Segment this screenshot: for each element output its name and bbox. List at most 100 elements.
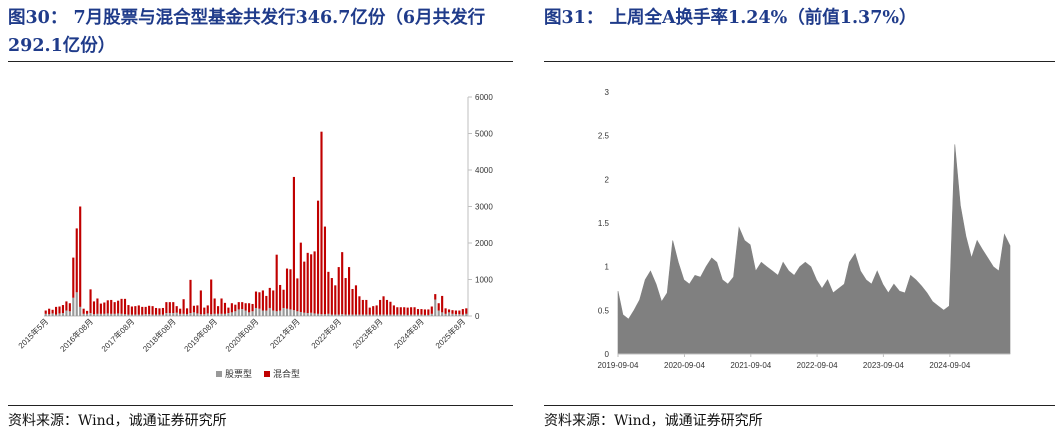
- bar-mixed-fund: [51, 309, 54, 314]
- bar-mixed-fund: [44, 310, 47, 314]
- bar-stock-fund: [372, 314, 375, 316]
- bar-stock-fund: [161, 314, 164, 316]
- y-tick-label: 3000: [475, 203, 493, 212]
- bar-stock-fund: [375, 314, 378, 316]
- bar-mixed-fund: [89, 289, 92, 314]
- bar-mixed-fund: [161, 307, 164, 315]
- bar-mixed-fund: [341, 252, 344, 315]
- bar-stock-fund: [310, 312, 313, 316]
- bar-mixed-fund: [316, 200, 320, 314]
- x-tick-group: 2024年8月: [392, 316, 426, 350]
- bar-stock-fund: [396, 314, 399, 316]
- bar-stock-fund: [330, 314, 333, 316]
- bar-stock-fund: [185, 314, 189, 316]
- y-tick-label: 1: [605, 263, 610, 272]
- bar-mixed-fund: [182, 299, 185, 314]
- y-tick-label: 1000: [475, 276, 493, 285]
- bar-mixed-fund: [172, 302, 175, 314]
- bar-mixed-fund: [103, 302, 106, 314]
- bar-stock-fund: [306, 313, 309, 316]
- legend-label-stock-fund: 股票型: [225, 369, 252, 379]
- bar-mixed-fund: [330, 278, 333, 315]
- bar-mixed-fund: [299, 242, 302, 312]
- source-rule: [8, 405, 513, 406]
- bar-stock-fund: [54, 314, 58, 316]
- bar-stock-fund: [316, 313, 320, 316]
- bar-stock-fund: [65, 310, 68, 316]
- bar-mixed-fund: [461, 309, 464, 315]
- bar-stock-fund: [358, 314, 361, 316]
- bar-stock-fund: [230, 312, 233, 316]
- y-tick-label: 0: [605, 350, 610, 359]
- bar-mixed-fund: [120, 298, 123, 314]
- bar-mixed-fund: [465, 308, 468, 314]
- legend-swatch-stock-fund: [216, 371, 222, 377]
- bar-mixed-fund: [392, 305, 395, 315]
- bar-stock-fund: [72, 297, 75, 316]
- bar-mixed-fund: [403, 307, 406, 315]
- bar-stock-fund: [296, 311, 299, 316]
- bar-stock-fund: [113, 313, 116, 316]
- bar-mixed-fund: [354, 285, 358, 315]
- bar-mixed-fund: [372, 306, 375, 315]
- bar-mixed-fund: [192, 305, 196, 313]
- bar-stock-fund: [103, 313, 106, 316]
- bar-mixed-fund: [389, 301, 392, 315]
- bar-stock-fund: [99, 313, 102, 316]
- y-tick-label: 2000: [475, 239, 493, 248]
- bar-stock-fund: [48, 314, 51, 316]
- bar-mixed-fund: [323, 226, 327, 315]
- bar-stock-fund: [120, 313, 123, 316]
- bar-mixed-fund: [220, 298, 223, 314]
- bar-mixed-fund: [454, 310, 458, 315]
- turnover-area-chart: 0 0.5 1 1.5 2 2.5 3 2019-09-04 2020-09-04 2021-09…: [598, 88, 1011, 370]
- bar-mixed-fund: [337, 267, 340, 315]
- bar-stock-fund: [361, 314, 364, 316]
- bar-mixed-fund: [230, 303, 233, 313]
- bar-mixed-fund: [68, 303, 71, 312]
- bar-stock-fund: [327, 313, 330, 316]
- bar-mixed-fund: [154, 307, 158, 315]
- bar-stock-fund: [272, 310, 275, 316]
- bar-mixed-fund: [168, 302, 171, 314]
- bar-mixed-fund: [241, 302, 244, 310]
- bar-mixed-fund: [141, 306, 144, 315]
- bar-stock-fund: [389, 314, 392, 316]
- bar-stock-fund: [165, 313, 168, 316]
- y-tick-label: 1.5: [598, 219, 610, 228]
- bar-stock-fund: [313, 313, 316, 316]
- bar-stock-fund: [68, 311, 71, 316]
- bar-stock-fund: [434, 299, 437, 316]
- bar-mixed-fund: [416, 309, 420, 315]
- x-tick-group: 2022年8月: [309, 316, 343, 350]
- bar-stock-fund: [427, 314, 430, 316]
- bar-mixed-fund: [413, 307, 416, 315]
- bar-stock-fund: [89, 313, 92, 316]
- bar-mixed-fund: [165, 302, 168, 314]
- x-tick-label: 2024年8月: [392, 316, 426, 350]
- bar-stock-fund: [137, 314, 140, 316]
- bar-mixed-fund: [61, 305, 65, 314]
- bar-mixed-fund: [127, 305, 130, 315]
- fund-issuance-bar-chart: 0 1000 2000 3000 4000 5000 6000 2015年5月 2016年08月…: [16, 93, 493, 379]
- bar-stock-fund: [86, 313, 89, 316]
- x-tick-group: 2020年08月: [223, 316, 260, 353]
- bar-stock-fund: [141, 314, 144, 316]
- bar-mixed-fund: [379, 299, 382, 315]
- bar-stock-fund: [454, 314, 458, 316]
- bar-mixed-fund: [406, 307, 409, 315]
- bar-stock-fund: [117, 313, 120, 316]
- bar-stock-fund: [392, 314, 395, 316]
- bar-mixed-fund: [92, 301, 96, 315]
- bar-mixed-fund: [451, 310, 454, 314]
- bar-stock-fund: [465, 313, 468, 316]
- y-tick-label: 2: [605, 175, 610, 184]
- bar-mixed-fund: [365, 299, 368, 315]
- bar-stock-fund: [275, 311, 278, 316]
- right-figure-panel: 图31： 上周全A换手率1.24%（前值1.37%） 0 0.5 1 1.5 2 2.5 3…: [540, 0, 1055, 437]
- bar-stock-fund: [458, 314, 461, 316]
- bar-mixed-fund: [248, 303, 251, 313]
- x-tick-label: 2021-09-04: [730, 361, 771, 370]
- bar-mixed-fund: [96, 298, 99, 314]
- bar-mixed-fund: [441, 295, 444, 313]
